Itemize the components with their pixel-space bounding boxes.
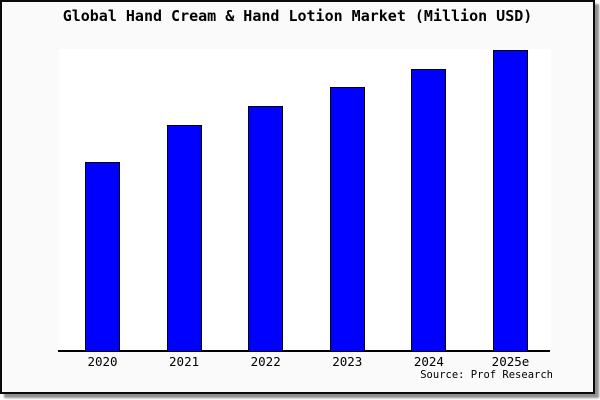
x-tick-label-2020: 2020: [87, 354, 118, 369]
bar-2020: [85, 162, 120, 352]
bar-2024: [411, 69, 447, 352]
plot-area: [59, 49, 551, 352]
bar-2025e: [493, 50, 528, 352]
bar-2023: [329, 87, 365, 352]
source-credit: Source: Prof Research: [420, 369, 553, 381]
x-tick-label-2025e: 2025e: [491, 354, 530, 369]
chart-title: Global Hand Cream & Hand Lotion Market (…: [62, 7, 533, 25]
x-axis-line: [58, 350, 550, 352]
bar-2021: [166, 125, 202, 352]
x-tick-label-2023: 2023: [332, 354, 363, 369]
bar-2022: [248, 106, 284, 352]
x-tick-label-2022: 2022: [250, 354, 281, 369]
x-tick-label-2024: 2024: [413, 354, 444, 369]
x-tick-label-2021: 2021: [169, 354, 200, 369]
